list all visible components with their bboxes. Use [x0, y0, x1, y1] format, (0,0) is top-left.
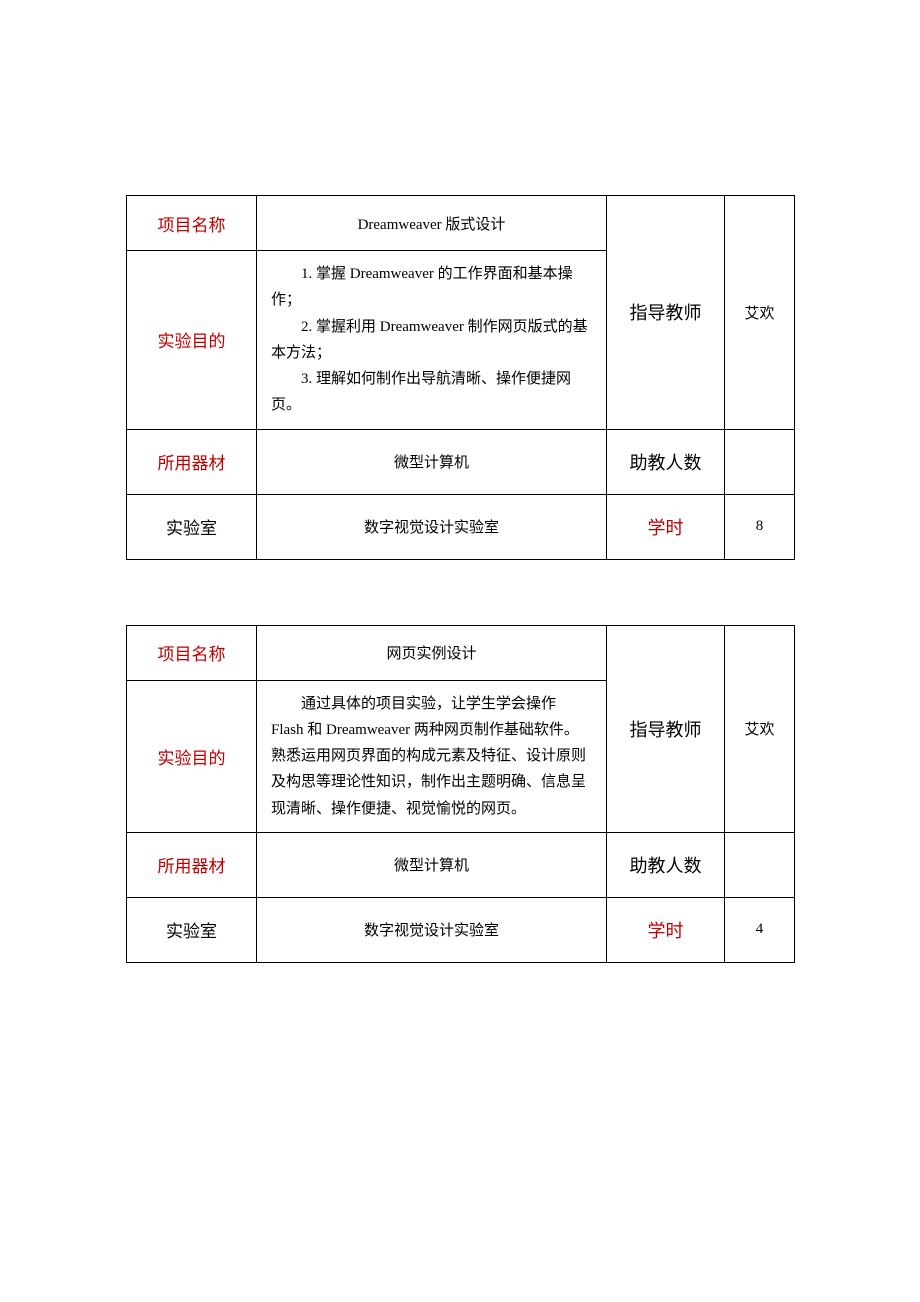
label-instructor-2: 指导教师 [607, 625, 725, 832]
label-hours-2: 学时 [607, 897, 725, 962]
value-lab-2: 数字视觉设计实验室 [257, 897, 607, 962]
label-assistants-1: 助教人数 [607, 429, 725, 494]
value-assistants-1 [725, 429, 795, 494]
purpose-1-item-2: 2. 掌握利用 Dreamweaver 制作网页版式的基本方法； [271, 314, 592, 367]
table-1-row-3: 所用器材 微型计算机 助教人数 [127, 429, 795, 494]
value-assistants-2 [725, 832, 795, 897]
value-hours-2: 4 [725, 897, 795, 962]
label-purpose-1: 实验目的 [127, 251, 257, 430]
value-instructor-2: 艾欢 [725, 625, 795, 832]
label-equipment-2: 所用器材 [127, 832, 257, 897]
table-2: 项目名称 网页实例设计 指导教师 艾欢 实验目的 通过具体的项目实验，让学生学会… [126, 625, 795, 963]
table-1-container: 项目名称 Dreamweaver 版式设计 指导教师 艾欢 实验目的 1. 掌握… [126, 195, 794, 560]
label-lab-2: 实验室 [127, 897, 257, 962]
value-equipment-2: 微型计算机 [257, 832, 607, 897]
value-lab-1: 数字视觉设计实验室 [257, 494, 607, 559]
purpose-1-item-1: 1. 掌握 Dreamweaver 的工作界面和基本操作； [271, 261, 592, 314]
label-purpose-2: 实验目的 [127, 680, 257, 832]
label-project-name-1: 项目名称 [127, 196, 257, 251]
label-lab-1: 实验室 [127, 494, 257, 559]
table-1: 项目名称 Dreamweaver 版式设计 指导教师 艾欢 实验目的 1. 掌握… [126, 195, 795, 560]
label-hours-1: 学时 [607, 494, 725, 559]
label-instructor-1: 指导教师 [607, 196, 725, 430]
table-2-row-3: 所用器材 微型计算机 助教人数 [127, 832, 795, 897]
value-purpose-2: 通过具体的项目实验，让学生学会操作 Flash 和 Dreamweaver 两种… [257, 680, 607, 832]
table-1-row-4: 实验室 数字视觉设计实验室 学时 8 [127, 494, 795, 559]
label-project-name-2: 项目名称 [127, 625, 257, 680]
table-2-row-4: 实验室 数字视觉设计实验室 学时 4 [127, 897, 795, 962]
label-assistants-2: 助教人数 [607, 832, 725, 897]
value-hours-1: 8 [725, 494, 795, 559]
purpose-1-item-3: 3. 理解如何制作出导航清晰、操作便捷网页。 [271, 366, 592, 419]
table-2-row-1: 项目名称 网页实例设计 指导教师 艾欢 [127, 625, 795, 680]
value-instructor-1: 艾欢 [725, 196, 795, 430]
table-1-row-1: 项目名称 Dreamweaver 版式设计 指导教师 艾欢 [127, 196, 795, 251]
value-purpose-1: 1. 掌握 Dreamweaver 的工作界面和基本操作； 2. 掌握利用 Dr… [257, 251, 607, 430]
value-project-name-1: Dreamweaver 版式设计 [257, 196, 607, 251]
value-equipment-1: 微型计算机 [257, 429, 607, 494]
value-project-name-2: 网页实例设计 [257, 625, 607, 680]
label-equipment-1: 所用器材 [127, 429, 257, 494]
table-2-container: 项目名称 网页实例设计 指导教师 艾欢 实验目的 通过具体的项目实验，让学生学会… [126, 625, 794, 963]
